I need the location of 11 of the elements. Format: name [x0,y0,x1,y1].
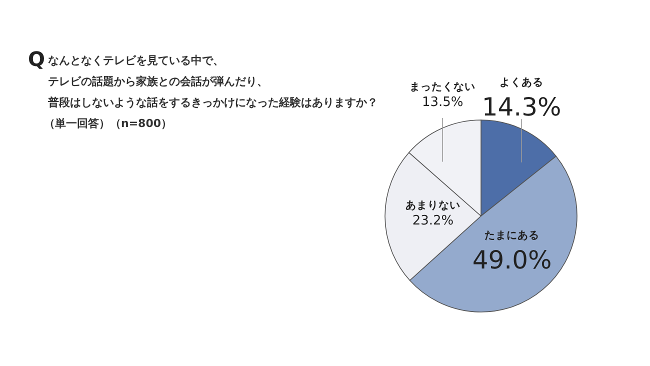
data-label: 13.5% [422,94,464,110]
data-label: 23.2% [412,213,454,228]
text: （単一回答）（n=800） [44,117,172,130]
text: Q [28,47,46,71]
slice-label: あまりない [406,199,460,212]
data-label: 14.3% [482,92,562,122]
data-label: 49.0% [472,246,552,275]
slice-label: たまにある [484,230,540,242]
slice-label: まったくない [410,80,476,93]
text: なんとなくテレビを見ている中で、テレビの話題から家族との会話が弾んだり、普段はしないような話をするきっかけになった経験はありますか？ [47,54,378,109]
slice-label: よくある [500,76,544,88]
